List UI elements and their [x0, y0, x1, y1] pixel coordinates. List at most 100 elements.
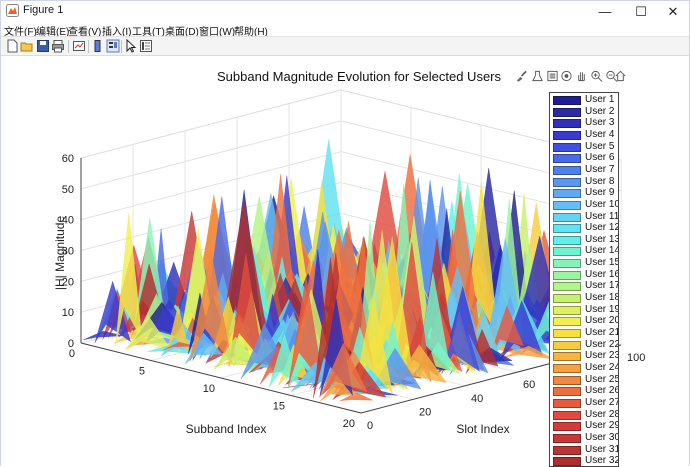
- menu-tools[interactable]: 工具(T): [132, 27, 165, 38]
- colorbar-icon[interactable]: [91, 39, 105, 53]
- surface-patch: [94, 280, 131, 343]
- legend-label: User 1: [585, 94, 615, 105]
- legend-entry[interactable]: User 7: [552, 164, 618, 176]
- window-title: Figure 1: [23, 4, 64, 16]
- legend-label: User 17: [585, 280, 619, 292]
- legend-swatch: [553, 200, 581, 210]
- plot-title: Subband Magnitude Evolution for Selected…: [217, 69, 502, 84]
- legend-swatch: [553, 107, 581, 117]
- legend-entry[interactable]: User 10: [552, 199, 618, 211]
- y-tick-label: 100: [627, 352, 645, 364]
- legend-swatch: [553, 130, 581, 140]
- toolbar-separator: [88, 40, 89, 53]
- legend-entry[interactable]: User 16: [552, 269, 618, 281]
- surface-patch: [489, 305, 524, 356]
- menu-desktop[interactable]: 桌面(D): [165, 27, 199, 38]
- new-figure-icon[interactable]: [5, 39, 19, 53]
- legend-label: User 13: [585, 233, 619, 245]
- print-icon[interactable]: [51, 39, 65, 53]
- menu-edit[interactable]: 编辑(E): [36, 27, 70, 38]
- legend-entry[interactable]: User 13: [552, 233, 619, 246]
- legend-entry[interactable]: User 22: [552, 339, 618, 351]
- legend-entry[interactable]: User 31: [552, 443, 619, 456]
- z-tick-label: 50: [62, 184, 74, 196]
- maximize-button[interactable]: ☐: [635, 3, 647, 19]
- legend-label: User 5: [585, 140, 615, 152]
- legend-entry[interactable]: User 15: [552, 257, 618, 269]
- legend-entry[interactable]: User 24: [552, 362, 618, 374]
- legend-entry[interactable]: User 19: [552, 304, 618, 316]
- menu-help[interactable]: 帮助(H): [234, 27, 268, 38]
- menu-view[interactable]: 查看(V): [68, 27, 102, 38]
- legend-entry[interactable]: User 28: [552, 409, 618, 421]
- legend-entry[interactable]: User 9: [552, 187, 618, 199]
- open-file-icon[interactable]: [20, 39, 34, 53]
- link-plot-icon[interactable]: [72, 39, 86, 53]
- legend-entry[interactable]: User 30: [552, 432, 618, 444]
- pointer-icon[interactable]: [124, 39, 138, 53]
- legend-entry[interactable]: User 20: [552, 315, 618, 327]
- legend-entry[interactable]: User 6: [552, 152, 618, 164]
- x-tick-label: 15: [273, 401, 285, 413]
- legend-entry[interactable]: User 8: [552, 176, 618, 188]
- legend-label: User 2: [585, 105, 615, 117]
- surface-patch: [319, 342, 368, 398]
- zoom-in-icon[interactable]: [590, 69, 603, 83]
- x-tick-label: 0: [69, 348, 75, 360]
- legend-label: User 21: [585, 327, 619, 338]
- property-inspector-icon[interactable]: [139, 39, 153, 53]
- legend-entry[interactable]: User 18: [552, 292, 619, 304]
- menu-insert[interactable]: 插入(I): [102, 27, 132, 38]
- rotate-3d-icon[interactable]: [546, 69, 559, 83]
- legend-swatch: [553, 119, 581, 129]
- zoom-out-icon[interactable]: [605, 69, 618, 83]
- data-tip-icon[interactable]: [531, 69, 544, 83]
- legend-entry[interactable]: User 1: [552, 94, 618, 106]
- z-tick-label: 10: [62, 307, 74, 319]
- legend-swatch: [553, 212, 581, 222]
- legend-swatch: [553, 224, 581, 234]
- legend-label: User 27: [585, 396, 619, 408]
- legend-entry[interactable]: User 17: [552, 280, 619, 292]
- legend-swatch: [553, 375, 581, 385]
- brush-icon[interactable]: [515, 69, 528, 83]
- legend-label: User 31: [585, 443, 619, 455]
- y-tick-label: 0: [367, 420, 373, 432]
- legend-entry[interactable]: User 29: [552, 420, 618, 432]
- legend-swatch: [553, 294, 581, 304]
- legend-entry[interactable]: User 26: [552, 385, 618, 397]
- menu-window[interactable]: 窗口(W): [199, 27, 236, 38]
- legend-swatch: [553, 247, 581, 257]
- legend-entry[interactable]: User 3: [552, 117, 618, 129]
- menu-file[interactable]: 文件(F): [4, 27, 37, 38]
- restore-view-icon[interactable]: [614, 69, 627, 83]
- hand-icon[interactable]: [575, 69, 588, 83]
- legend-entry[interactable]: User 23: [552, 350, 618, 362]
- minimize-button[interactable]: —: [598, 4, 612, 19]
- close-button[interactable]: ✕: [667, 3, 679, 19]
- legend-swatch: [553, 410, 581, 420]
- toolbar-separator: [68, 40, 69, 53]
- legend-entry[interactable]: User 14: [552, 245, 618, 257]
- legend-entry[interactable]: User 5: [552, 140, 618, 153]
- legend-label: User 18: [585, 292, 619, 304]
- legend-swatch: [553, 305, 581, 315]
- legend-icon[interactable]: [106, 39, 120, 53]
- legend-entry[interactable]: User 25: [552, 374, 618, 386]
- legend-entry[interactable]: User 32: [552, 455, 618, 466]
- legend-entry[interactable]: User 4: [552, 129, 618, 141]
- legend[interactable]: User 1 User 2 User 3 User 4 User 5 User 6 User…: [549, 92, 619, 467]
- x-axis-line: [80, 342, 362, 414]
- legend-entry[interactable]: User 11: [552, 211, 618, 223]
- legend-entry[interactable]: User 27: [552, 396, 619, 409]
- legend-swatch: [553, 177, 581, 187]
- legend-entry[interactable]: User 21: [552, 327, 619, 339]
- legend-entry[interactable]: User 2: [552, 105, 618, 118]
- legend-entry[interactable]: User 12: [552, 222, 618, 234]
- pan-icon[interactable]: [560, 69, 573, 83]
- surface-patch: [319, 376, 359, 402]
- surface-patches: [83, 139, 615, 402]
- save-icon[interactable]: [36, 39, 50, 53]
